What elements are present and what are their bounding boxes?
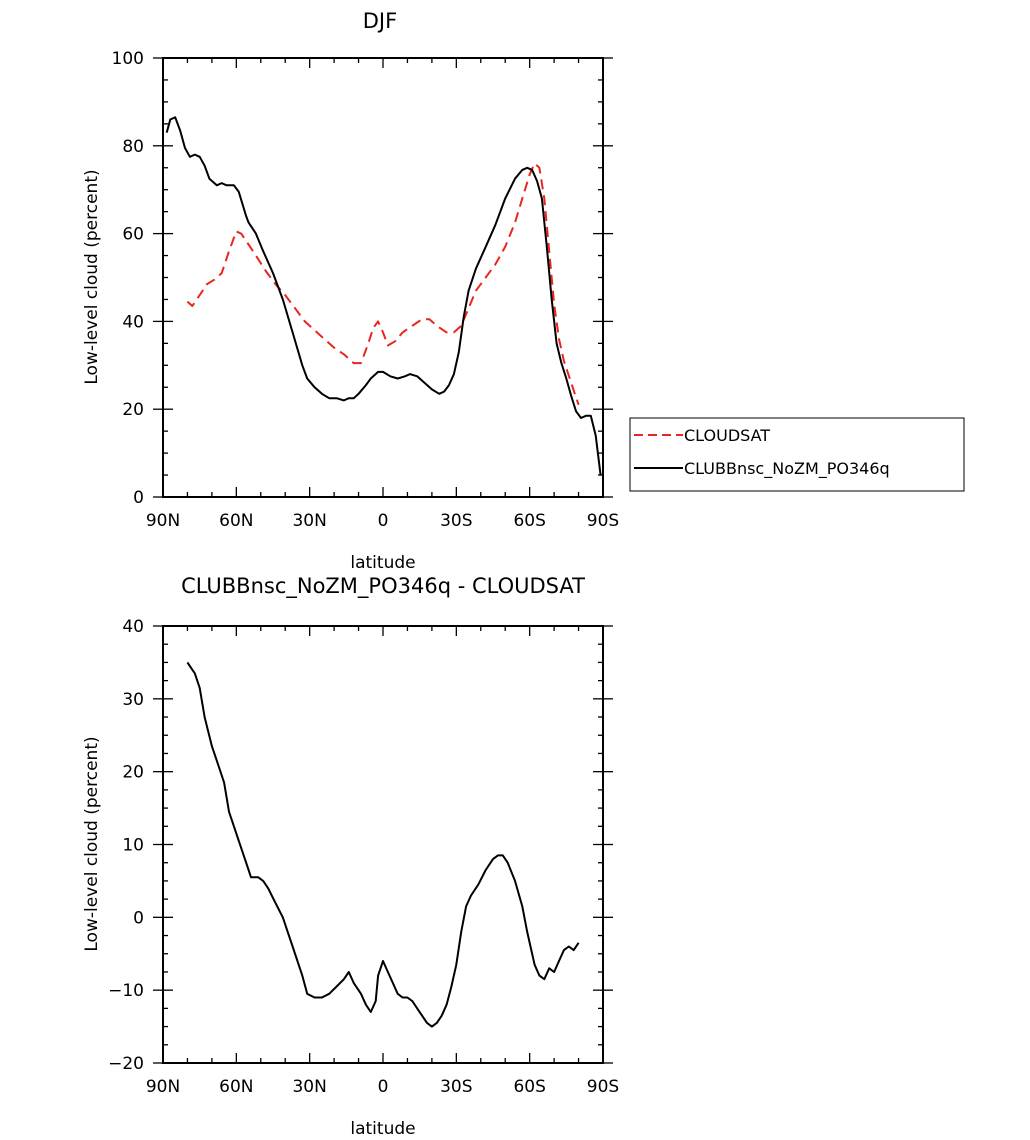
legend-label-cloudsat: CLOUDSAT <box>684 426 770 445</box>
y-tick-label: 40 <box>122 312 144 332</box>
y-tick-label: 0 <box>133 488 144 508</box>
top-y-axis: 0 20 40 60 80 100 <box>112 49 613 508</box>
legend-label-clubb: CLUBBnsc_NoZM_PO346q <box>684 459 890 479</box>
x-tick-label: 0 <box>378 511 389 531</box>
y-tick-label: 30 <box>122 690 144 710</box>
x-tick-label: 90N <box>146 1077 180 1097</box>
series-line-difference <box>186 661 580 1028</box>
bottom-plot-frame <box>162 625 604 1064</box>
top-x-axis-label: latitude <box>350 553 415 573</box>
x-tick-label: 60S <box>513 1077 545 1097</box>
top-panel: DJF 90N 60N 30N 0 30S 60S 90S 0 20 40 60 80 100 lat… <box>82 9 965 573</box>
bottom-y-axis-label: Low-level cloud (percent) <box>82 736 102 951</box>
x-tick-label: 90S <box>587 511 619 531</box>
y-tick-label: 10 <box>122 836 144 856</box>
y-tick-label: 0 <box>133 908 144 928</box>
y-tick-label: 40 <box>122 617 144 637</box>
y-tick-label: −10 <box>108 981 144 1001</box>
y-tick-label: −20 <box>108 1054 144 1074</box>
y-tick-label: 60 <box>122 225 144 245</box>
top-chart-title: DJF <box>363 9 397 33</box>
top-x-axis: 90N 60N 30N 0 30S 60S 90S <box>146 58 619 531</box>
x-tick-label: 30N <box>292 511 326 531</box>
x-tick-label: 90N <box>146 511 180 531</box>
bottom-x-axis-label: latitude <box>350 1119 415 1139</box>
x-tick-label: 30N <box>292 1077 326 1097</box>
y-tick-label: 100 <box>112 49 144 69</box>
series-line-cloudsat <box>186 162 580 406</box>
y-tick-label: 20 <box>122 763 144 783</box>
x-tick-label: 60S <box>513 511 545 531</box>
x-tick-label: 30S <box>440 1077 472 1097</box>
legend-box <box>629 417 965 492</box>
legend: CLOUDSAT CLUBBnsc_NoZM_PO346q <box>629 417 965 492</box>
bottom-y-axis: −20 −10 0 10 20 30 40 <box>108 617 613 1074</box>
x-tick-label: 90S <box>587 1077 619 1097</box>
x-tick-label: 30S <box>440 511 472 531</box>
bottom-x-axis: 90N 60N 30N 0 30S 60S 90S <box>146 626 619 1097</box>
series-line-clubbnsc-nozm-po346q <box>165 116 602 476</box>
bottom-plot-content <box>186 661 580 1028</box>
y-tick-label: 20 <box>122 400 144 420</box>
y-tick-label: 80 <box>122 137 144 157</box>
bottom-chart-title: CLUBBnsc_NoZM_PO346q - CLOUDSAT <box>181 574 585 599</box>
top-plot-content <box>165 116 602 476</box>
x-tick-label: 0 <box>378 1077 389 1097</box>
top-y-axis-label: Low-level cloud (percent) <box>82 169 102 384</box>
x-tick-label: 60N <box>219 511 253 531</box>
bottom-panel: CLUBBnsc_NoZM_PO346q - CLOUDSAT 90N 60N 30… <box>82 574 619 1139</box>
top-plot-frame <box>162 57 604 498</box>
x-tick-label: 60N <box>219 1077 253 1097</box>
